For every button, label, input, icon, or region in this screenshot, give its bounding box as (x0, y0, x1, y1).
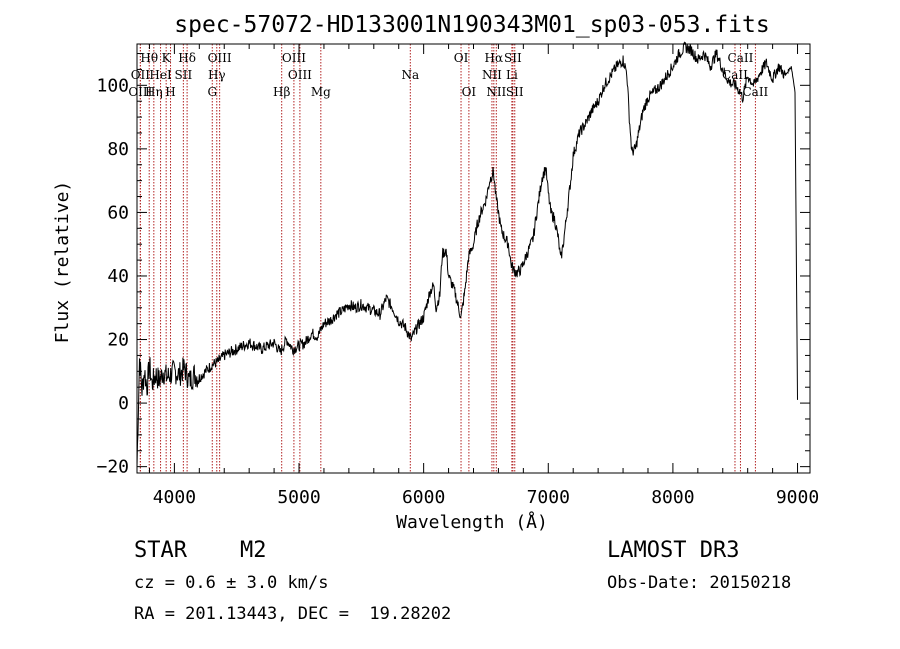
x-tick-label-5: 9000 (776, 487, 819, 508)
marker-label-21: NII (482, 68, 502, 82)
x-axis-label: Wavelength (Å) (396, 511, 548, 533)
marker-label-3: K (162, 51, 172, 65)
y-tick-label-0: −20 (96, 457, 129, 478)
marker-label-1: OII (131, 68, 151, 82)
marker-label-16: Na (401, 68, 419, 82)
y-tick-label-6: 100 (96, 75, 129, 96)
marker-label-14: Hβ (273, 85, 290, 99)
redshift-velocity: cz = 0.6 ± 3.0 km/s (134, 573, 329, 593)
marker-label-18: OI (462, 85, 477, 99)
flux-series-line (136, 41, 798, 467)
marker-label-13: OIII (288, 68, 312, 82)
marker-label-8: H (165, 85, 175, 99)
marker-label-5: Hη (145, 85, 163, 99)
y-tick-label-3: 40 (107, 266, 129, 287)
spectral-type-label: STAR M2 (134, 538, 267, 563)
marker-label-25: CaII (728, 51, 754, 65)
x-tick-label-0: 4000 (153, 487, 196, 508)
marker-label-7: SII (175, 68, 193, 82)
survey-label: LAMOST DR3 (607, 538, 740, 563)
marker-label-20: SII (504, 51, 522, 65)
chart-title: spec-57072-HD133001N190343M01_sp03-053.f… (174, 12, 769, 38)
marker-label-24: SII (506, 85, 524, 99)
x-tick-label-3: 7000 (527, 487, 570, 508)
y-tick-label-1: 0 (118, 393, 129, 414)
marker-label-0: Hθ (140, 51, 158, 65)
y-tick-label-2: 20 (107, 330, 129, 351)
marker-label-27: CaII (742, 85, 768, 99)
x-tick-label-1: 5000 (277, 487, 320, 508)
coordinates-readout: RA = 201.13443, DEC = 19.28202 (134, 604, 452, 624)
y-axis-ticks: −20 0 20 40 60 80 100 (96, 53, 810, 478)
marker-label-23: NII (486, 85, 506, 99)
plot-frame (136, 43, 811, 474)
marker-label-15: Mg (311, 85, 331, 99)
spectral-line-markers (139, 44, 756, 473)
x-tick-label-4: 8000 (651, 487, 694, 508)
marker-label-2: OIII (128, 85, 152, 99)
marker-label-11: G (207, 85, 217, 99)
marker-label-4: HeI (149, 68, 172, 82)
y-axis-label: Flux (relative) (52, 181, 73, 344)
marker-label-9: OIII (208, 51, 232, 65)
marker-label-6: Hδ (178, 51, 196, 65)
marker-label-22: Li (506, 68, 518, 82)
marker-label-12: OIII (282, 51, 306, 65)
y-tick-label-5: 80 (107, 139, 129, 160)
marker-label-17: OI (454, 51, 469, 65)
y-tick-label-4: 60 (107, 202, 129, 223)
x-tick-label-2: 6000 (402, 487, 445, 508)
observation-date: Obs-Date: 20150218 (607, 573, 792, 593)
marker-label-19: Hα (485, 51, 504, 65)
marker-label-10: Hγ (208, 68, 226, 82)
x-axis-ticks: 4000 5000 6000 7000 8000 9000 (148, 44, 819, 508)
